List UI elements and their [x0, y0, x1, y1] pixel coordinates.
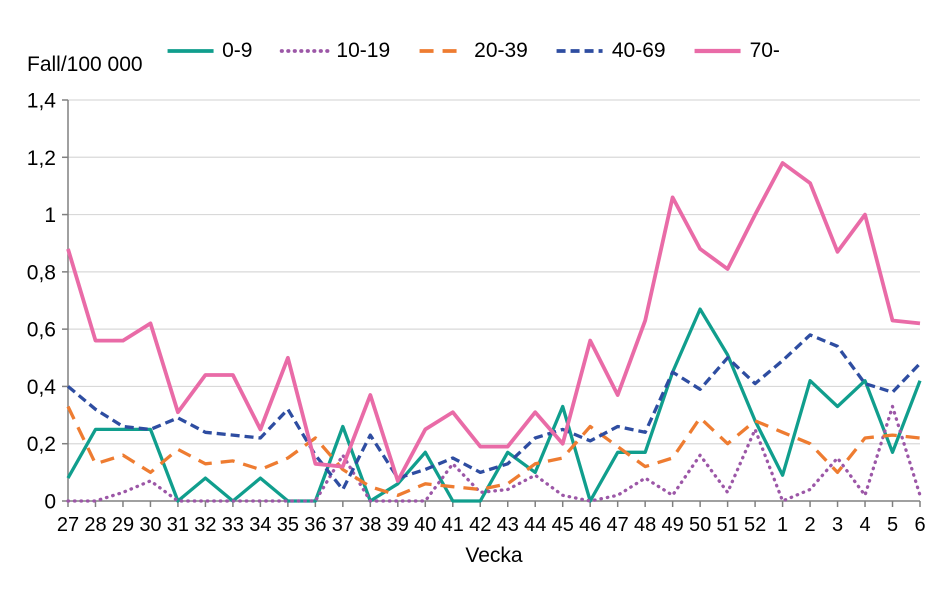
legend: 0-9 10-19 20-39 40-69 70-: [165, 39, 780, 63]
x-tick-label: 52: [744, 514, 766, 536]
x-tick-label: 34: [249, 514, 271, 536]
legend-line-sample-icon: [556, 49, 603, 53]
x-tick-label: 42: [469, 514, 491, 536]
y-tick-label: 0,6: [27, 319, 56, 342]
legend-line-sample-icon: [279, 49, 330, 53]
x-tick-label: 39: [387, 514, 409, 536]
y-tick-label: 0,4: [27, 376, 57, 399]
x-tick-label: 2: [805, 514, 816, 536]
legend-item-10-19: 10-19: [279, 39, 390, 63]
x-tick-label: 35: [277, 514, 299, 536]
legend-label: 40-69: [611, 39, 666, 62]
legend-label: 10-19: [336, 39, 391, 62]
x-tick-label: 33: [222, 514, 244, 536]
x-tick-label: 31: [167, 514, 189, 536]
x-tick-label: 3: [832, 514, 843, 536]
legend-line-sample-icon: [694, 48, 741, 54]
legend-label: 20-39: [474, 39, 528, 62]
x-tick-label: 27: [57, 514, 79, 536]
y-tick-label: 0: [44, 491, 56, 514]
y-axis-unit-label: Fall/100 000: [27, 53, 143, 76]
series-line-0-9: [66, 307, 922, 503]
x-axis-label: Vecka: [465, 544, 523, 567]
legend-line-sample-icon: [419, 49, 466, 53]
x-tick-label: 44: [524, 514, 546, 536]
x-tick-label: 48: [634, 514, 656, 536]
legend-label: 0-9: [222, 39, 253, 62]
x-tick-label: 40: [414, 514, 436, 536]
x-tick-label: 30: [139, 514, 161, 536]
x-tick-label: 4: [859, 514, 870, 536]
x-tick-label: 46: [579, 514, 601, 536]
x-tick-label: 47: [607, 514, 629, 536]
series-line-10-19: [66, 404, 922, 503]
x-tick-label: 5: [887, 514, 898, 536]
x-tick-label: 43: [497, 514, 519, 536]
x-tick-label: 41: [442, 514, 464, 536]
x-tick-label: 38: [359, 514, 381, 536]
x-tick-label: 45: [552, 514, 574, 536]
x-tick-label: 1: [777, 514, 788, 536]
x-tick-label: 28: [84, 514, 106, 536]
x-tick-label: 37: [332, 514, 354, 536]
y-tick-label: 1,2: [27, 147, 56, 170]
x-tick-label: 50: [689, 514, 711, 536]
y-tick-label: 0,8: [27, 261, 56, 284]
legend-item-20-39: 20-39: [417, 39, 528, 63]
x-tick-label: 51: [716, 514, 738, 536]
x-tick-label: 29: [112, 514, 134, 536]
legend-item-70-: 70-: [693, 39, 780, 63]
series-line-40-69: [66, 333, 922, 492]
x-tick-label: 36: [304, 514, 326, 536]
x-tick-label: 6: [914, 514, 925, 536]
series-line-70-: [66, 161, 921, 483]
legend-label: 70-: [749, 39, 780, 62]
series-line-20-39: [66, 405, 921, 497]
y-tick-label: 0,2: [27, 433, 56, 456]
legend-item-40-69: 40-69: [555, 39, 666, 63]
legend-item-0-9: 0-9: [165, 39, 252, 63]
y-tick-label: 1,4: [27, 90, 57, 113]
x-tick-label: 32: [194, 514, 216, 536]
legend-line-sample-icon: [167, 49, 214, 53]
x-tick-label: 49: [662, 514, 684, 536]
y-tick-label: 1: [44, 204, 56, 227]
